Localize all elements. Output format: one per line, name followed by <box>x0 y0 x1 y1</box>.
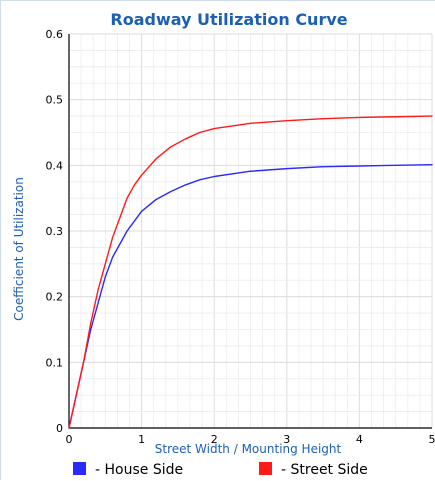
y-tick-label: 0.5 <box>46 94 64 107</box>
chart-title: Roadway Utilization Curve <box>110 10 347 29</box>
x-tick-label: 1 <box>138 433 145 446</box>
x-tick-label: 4 <box>356 433 363 446</box>
y-tick-label: 0.2 <box>46 291 64 304</box>
house-side-legend-label: - House Side <box>95 462 183 478</box>
x-tick-label: 5 <box>429 433 435 446</box>
house-side-legend-swatch <box>73 462 86 475</box>
y-tick-label: 0.4 <box>46 159 64 172</box>
y-tick-label: 0.6 <box>46 28 64 41</box>
plot-area <box>69 34 432 428</box>
x-tick-label: 0 <box>66 433 73 446</box>
y-tick-label: 0.3 <box>46 225 64 238</box>
y-tick-label: 0 <box>56 422 63 435</box>
street-side-legend-swatch <box>259 462 272 475</box>
street-side-legend-label: - Street Side <box>281 462 368 478</box>
y-tick-label: 0.1 <box>46 356 64 369</box>
x-axis-label: Street Width / Mounting Height <box>155 442 342 456</box>
y-axis-label: Coefficient of Utilization <box>12 177 26 321</box>
